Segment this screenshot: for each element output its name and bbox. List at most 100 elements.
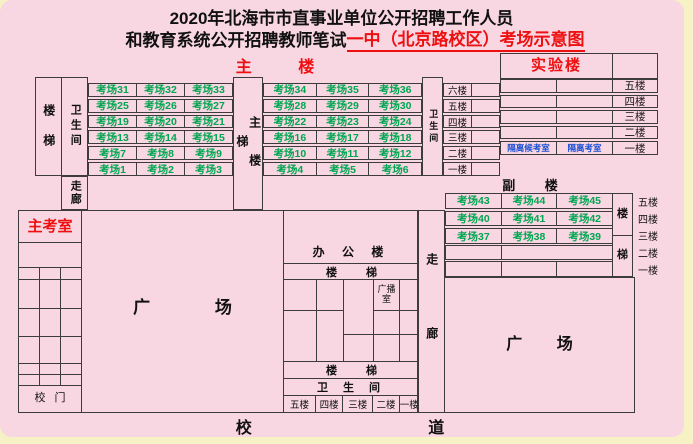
steps-cell — [19, 309, 40, 336]
lab-room-cell — [556, 94, 613, 109]
exam-room-cell: 考场11 — [315, 146, 370, 161]
steps-cell — [40, 268, 61, 279]
lab-building-title-cell: 实验楼 — [500, 53, 613, 79]
lab-room-cell — [500, 125, 557, 140]
exam-room-cell: 考场33 — [184, 83, 233, 97]
main-left-stairs-cell: 楼梯 — [35, 77, 62, 176]
floor-label-cell: 一楼 — [443, 162, 472, 176]
steps-cell — [40, 364, 61, 374]
main-grid-right: 考场34 考场35 考场36 考场28 考场29 考场30 考场22 考场23 考场24 考场16… — [263, 83, 423, 176]
grid-row: 考场31 考场32 考场33 — [88, 83, 233, 97]
grid-row: 考场4 考场5 考场6 — [263, 162, 423, 176]
left-steps-grid — [18, 267, 82, 386]
exam-room-cell: 考场32 — [136, 83, 185, 97]
map-title-line2-black: 和教育系统公开招聘教师笔试 — [125, 30, 347, 50]
grid-line — [343, 334, 419, 335]
lab-room-grid: 隔离候考室 隔离考室 — [500, 79, 613, 155]
grid-row: 考场19 考场20 考场21 — [88, 114, 233, 129]
floor-label-cell: 三楼 — [443, 130, 472, 145]
office-floor-row: 五楼 四楼 三楼 二楼 一楼 — [284, 396, 419, 412]
exam-room-cell: 考场14 — [136, 130, 185, 145]
map-title-line2: 和教育系统公开招聘教师笔试 一中（北京路校区）考场示意图 — [35, 25, 675, 52]
exam-room-cell: 考场19 — [88, 114, 137, 129]
floor-label-cell: 一楼 — [612, 141, 658, 155]
exam-room-cell: 考场3 — [184, 162, 233, 176]
floor-label-cell: 五楼 — [284, 396, 317, 412]
exam-room-cell: 考场35 — [315, 83, 370, 97]
exam-room-cell: 考场8 — [136, 146, 185, 161]
empty-cell — [502, 261, 557, 277]
exam-room-cell: 考场21 — [184, 114, 233, 129]
steps-cell — [61, 309, 81, 336]
exam-room-cell: 考场26 — [136, 98, 185, 113]
floor-label-cell: 五楼 — [612, 79, 658, 93]
exam-room-cell: 考场10 — [263, 146, 317, 161]
empty-cell — [471, 146, 500, 161]
left-corridor-cell: 走廊 — [61, 176, 88, 210]
steps-cell — [19, 337, 40, 363]
floor-label-cell: 四楼 — [316, 396, 344, 412]
office-building-block: 办 公 楼 楼 梯 广播室 楼 梯 卫 生 间 五楼 四楼 三楼 二楼 一楼 — [283, 210, 419, 413]
exam-venue-map: 2020年北海市市直事业单位公开招聘工作人员 和教育系统公开招聘教师笔试 一中（北… — [0, 0, 684, 437]
school-gate-cell: 校 门 — [18, 385, 82, 413]
steps-row — [19, 268, 81, 280]
exam-room-cell: 考场1 — [88, 162, 137, 176]
main-left-restroom-cell: 卫生间 — [61, 77, 88, 176]
floor-label: 四楼 — [638, 215, 658, 226]
grid-line — [399, 279, 400, 361]
empty-cell — [471, 162, 500, 176]
exam-room-cell: 考场44 — [500, 193, 558, 209]
lab-room-cell — [556, 110, 613, 124]
floor-label-cell: 二楼 — [443, 146, 472, 161]
grid-line — [343, 279, 344, 361]
grid-line — [284, 310, 343, 311]
steps-row — [19, 309, 81, 337]
grid-row — [500, 125, 613, 140]
plaza-left: 广 场 — [81, 210, 284, 413]
map-title-line2-red: 一中（北京路校区）考场示意图 — [346, 25, 585, 52]
grid-row: 考场13 考场14 考场15 — [88, 130, 233, 145]
grid-row: 一楼 — [443, 162, 472, 176]
exam-room-cell: 考场5 — [315, 162, 370, 176]
empty-cell-row — [471, 83, 500, 97]
steps-cell — [61, 280, 81, 308]
main-grid-left: 考场31 考场32 考场33 考场25 考场26 考场27 考场19 考场20 考场21 考场13… — [88, 83, 233, 176]
grid-row: 三楼 — [612, 110, 658, 124]
exam-room-cell: 考场17 — [315, 130, 370, 145]
office-stairs-bottom: 楼 梯 — [325, 365, 378, 377]
main-right-restroom-cell: 卫生间 — [422, 77, 443, 176]
floor-label-cell: 四楼 — [443, 114, 472, 129]
lab-floor-labels: 五楼 四楼 三楼 二楼 一楼 — [612, 79, 658, 155]
grid-row — [500, 79, 613, 93]
grid-line — [284, 378, 419, 379]
exam-room-cell: 考场4 — [263, 162, 317, 176]
exam-room-cell: 考场6 — [368, 162, 423, 176]
exam-room-cell: 考场37 — [445, 228, 502, 245]
annex-room-grid: 考场43 考场44 考场45 考场40 考场41 考场42 考场37 考场38 考场39 — [445, 193, 614, 245]
steps-row — [19, 280, 81, 309]
floor-label: 五楼 — [638, 198, 658, 209]
exam-room-cell: 考场27 — [184, 98, 233, 113]
grid-row: 四楼 — [443, 114, 472, 129]
steps-cell — [19, 280, 40, 308]
empty-cell — [445, 245, 502, 260]
exam-room-cell: 考场24 — [368, 114, 423, 129]
floor-label-cell: 二楼 — [612, 125, 658, 140]
lab-room-cell — [500, 79, 557, 93]
lab-room-cell — [500, 110, 557, 124]
annex-empty-row — [445, 261, 613, 277]
grid-row: 一楼 — [612, 141, 658, 155]
main-stairs-cell: 主楼梯 — [233, 77, 263, 210]
exam-room-cell: 考场39 — [556, 228, 614, 245]
exam-room-cell: 考场29 — [315, 98, 370, 113]
grid-line — [316, 279, 317, 361]
annex-floor-labels: 五楼 四楼 三楼 二楼 一楼 — [638, 193, 666, 278]
exam-room-cell: 考场9 — [184, 146, 233, 161]
lab-room-cell: 隔离候考室 — [500, 141, 557, 155]
main-building-label: 主 楼 — [235, 59, 315, 76]
steps-cell — [61, 375, 81, 385]
steps-cell — [19, 364, 40, 374]
exam-room-cell: 考场41 — [500, 210, 558, 227]
road-label: 校 道 — [235, 420, 445, 437]
exam-room-cell: 考场22 — [263, 114, 317, 129]
